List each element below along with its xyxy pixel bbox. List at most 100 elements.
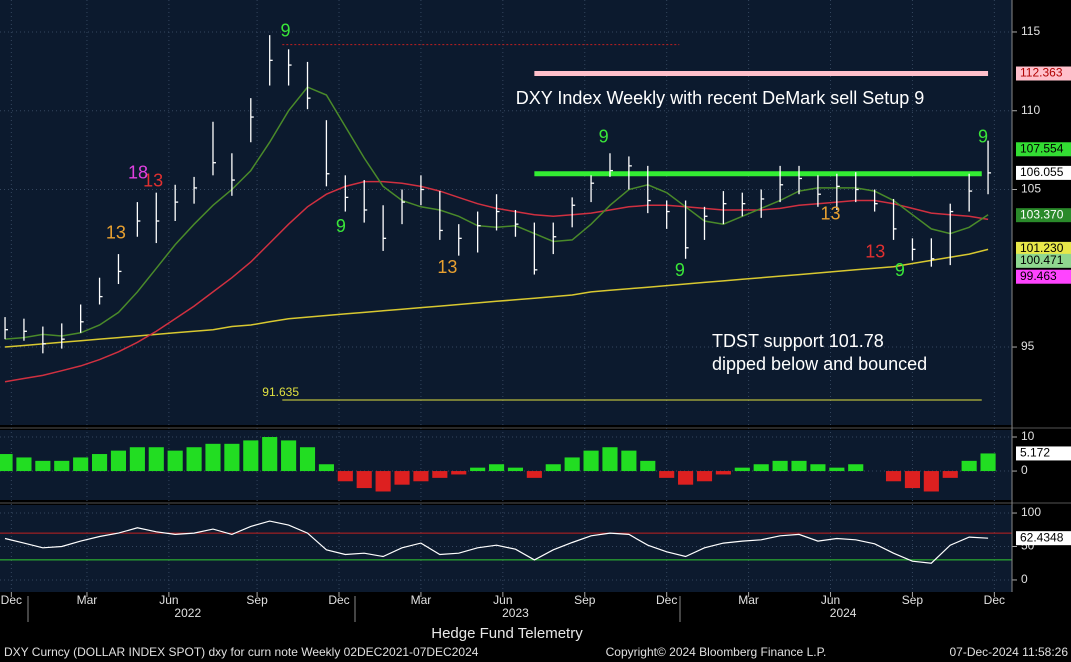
histogram-bar	[696, 471, 713, 482]
value-box	[1016, 253, 1071, 268]
y-tick-label: 105	[1021, 182, 1041, 196]
histogram-bar	[73, 457, 89, 472]
y-tick-label: 95	[1021, 339, 1035, 353]
histogram-bar	[602, 447, 618, 472]
value-box-label: 112.363	[1020, 66, 1063, 80]
value-box-label: 107.554	[1020, 141, 1064, 155]
chart-title: DXY Index Weekly with recent DeMark sell…	[516, 88, 925, 108]
histogram-bar	[186, 447, 202, 472]
histogram-bar	[129, 447, 145, 472]
histogram-bar	[224, 443, 240, 472]
value-box	[1016, 241, 1071, 256]
y-tick-label: 100	[1021, 505, 1041, 519]
histogram-bar	[923, 471, 939, 492]
histogram-bar	[753, 464, 769, 472]
demark-count: 9	[336, 216, 346, 236]
histogram-bar	[92, 454, 108, 472]
histogram-bar	[432, 471, 448, 478]
value-box-label: 101.230	[1020, 241, 1064, 255]
footer-left: DXY Curncy (DOLLAR INDEX SPOT) dxy for c…	[4, 645, 479, 659]
y-tick-label: 0	[1021, 463, 1028, 477]
histogram-bar	[640, 460, 656, 472]
histogram-bar	[980, 453, 996, 472]
histogram-bar	[451, 471, 467, 475]
value-box	[1016, 66, 1071, 81]
histogram-bar	[848, 464, 864, 472]
histogram-bar	[829, 467, 845, 472]
histogram-bar	[167, 450, 183, 472]
y-tick-label: 115	[1021, 24, 1040, 38]
demark-count: 9	[675, 260, 685, 280]
x-tick-label: Mar	[411, 593, 432, 607]
value-box-label: 100.471	[1020, 253, 1064, 267]
histogram-bar	[904, 471, 920, 489]
value-box	[1016, 531, 1071, 546]
histogram-bar	[734, 467, 750, 472]
histogram-bar	[299, 447, 316, 472]
watermark: Hedge Fund Telemetry	[431, 625, 583, 642]
x-tick-label: Mar	[738, 593, 759, 607]
histogram-bar	[715, 471, 731, 475]
year-label: 2024	[830, 606, 857, 620]
histogram-bar	[356, 471, 372, 489]
histogram-bar	[507, 467, 524, 472]
histogram-bar	[318, 464, 334, 472]
value-box-label: 103.370	[1020, 207, 1064, 221]
histogram-bar	[148, 447, 164, 472]
histogram-bar	[0, 454, 13, 472]
histogram-bar	[281, 440, 297, 472]
footer-right: 07-Dec-2024 11:58:26	[949, 645, 1068, 659]
x-tick-label: Dec	[656, 593, 677, 607]
histogram-bar	[810, 464, 826, 472]
histogram-bar	[772, 460, 788, 472]
value-box	[1016, 208, 1071, 223]
histogram-bar	[375, 471, 391, 492]
panel-background	[0, 505, 1012, 592]
demark-count: 9	[895, 260, 905, 280]
histogram-bar	[526, 471, 542, 478]
histogram-bar	[110, 450, 127, 472]
histogram-bar	[583, 450, 599, 472]
moving-average	[4, 248, 989, 348]
value-box	[1016, 142, 1071, 157]
x-tick-label: Dec	[984, 593, 1005, 607]
x-tick-label: Jun	[159, 593, 178, 607]
value-box	[1016, 269, 1071, 284]
histogram-bar	[564, 457, 580, 472]
value-box-label: 5.172	[1020, 446, 1050, 460]
histogram-bar	[488, 464, 505, 472]
y-tick-label: 10	[1021, 429, 1035, 443]
oscillator-line	[4, 520, 989, 564]
y-tick-label: 110	[1021, 103, 1040, 117]
histogram-bar	[35, 460, 51, 472]
x-tick-label: Jun	[821, 593, 840, 607]
year-label: 2022	[174, 606, 201, 620]
annotation: dipped below and bounced	[712, 354, 927, 374]
value-box	[1016, 446, 1071, 461]
histogram-bar	[16, 457, 32, 472]
histogram-bar	[659, 471, 675, 478]
demark-count: 13	[437, 257, 457, 277]
demark-count: 9	[978, 126, 988, 146]
demark-count: 18	[128, 162, 148, 182]
demark-count: 13	[106, 222, 126, 242]
histogram-bar	[262, 437, 278, 472]
histogram-bar	[205, 443, 221, 472]
demark-count: 13	[143, 170, 163, 190]
level-label: 91.635	[262, 385, 299, 399]
histogram-bar	[678, 471, 694, 485]
value-box-label: 62.4348	[1020, 530, 1064, 544]
histogram-bar	[54, 460, 70, 472]
demark-count: 9	[280, 21, 290, 41]
x-tick-label: Sep	[246, 593, 268, 607]
x-tick-label: Jun	[493, 593, 512, 607]
demark-count: 9	[599, 126, 609, 146]
footer-center: Copyright© 2024 Bloomberg Finance L.P.	[606, 645, 827, 659]
histogram-bar	[394, 471, 410, 485]
histogram-bar	[337, 471, 353, 482]
histogram-bar	[885, 471, 902, 482]
value-box	[1016, 165, 1071, 180]
histogram-bar	[942, 471, 958, 478]
annotation: TDST support 101.78	[712, 331, 884, 351]
